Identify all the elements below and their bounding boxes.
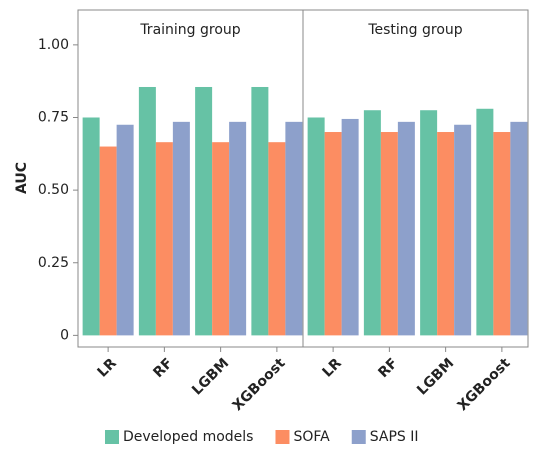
legend-swatch: [351, 430, 366, 444]
y-axis-label: AUC: [14, 162, 30, 194]
bar: [510, 121, 528, 336]
bar: [324, 132, 342, 336]
bar: [99, 146, 117, 336]
bar: [380, 132, 398, 336]
x-tick-label: RF: [375, 355, 401, 381]
bar: [437, 132, 455, 336]
bar: [341, 118, 359, 336]
bar: [476, 108, 494, 336]
bar: [138, 86, 156, 336]
bar: [82, 117, 100, 336]
x-tick-label: LGBM: [189, 355, 232, 398]
legend-swatch: [275, 430, 290, 444]
facet-title: Training group: [139, 22, 240, 38]
x-tick-label: LGBM: [414, 355, 457, 398]
legend-swatch: [105, 430, 119, 444]
bar: [454, 124, 472, 336]
y-tick-label: 1.00: [38, 37, 69, 53]
x-tick-label: XGBoost: [455, 355, 514, 414]
y-tick-label: 0: [60, 327, 69, 343]
facet-title: Testing group: [367, 22, 462, 38]
bar: [195, 86, 213, 336]
bar: [212, 142, 230, 336]
x-tick-label: RF: [150, 355, 176, 381]
y-tick-label: 0.75: [38, 109, 69, 125]
x-tick-label: LR: [320, 355, 345, 380]
bar: [397, 121, 415, 336]
bar: [251, 86, 269, 336]
bar: [229, 121, 247, 336]
y-tick-label: 0.50: [38, 182, 69, 198]
bar: [493, 132, 511, 336]
legend-label: SAPS II: [370, 429, 419, 445]
bar: [307, 117, 325, 336]
bar: [172, 121, 190, 336]
legend-label: Developed models: [123, 429, 253, 445]
x-tick-label: XGBoost: [230, 355, 289, 414]
bar: [363, 110, 381, 336]
bar: [116, 124, 134, 336]
panel-frame: [302, 9, 529, 348]
y-tick-label: 0.25: [38, 255, 69, 271]
bar: [155, 142, 173, 336]
bar: [420, 110, 438, 336]
bar: [268, 142, 286, 336]
x-tick-label: LR: [95, 355, 120, 380]
bar: [285, 121, 303, 336]
legend-label: SOFA: [293, 429, 330, 445]
